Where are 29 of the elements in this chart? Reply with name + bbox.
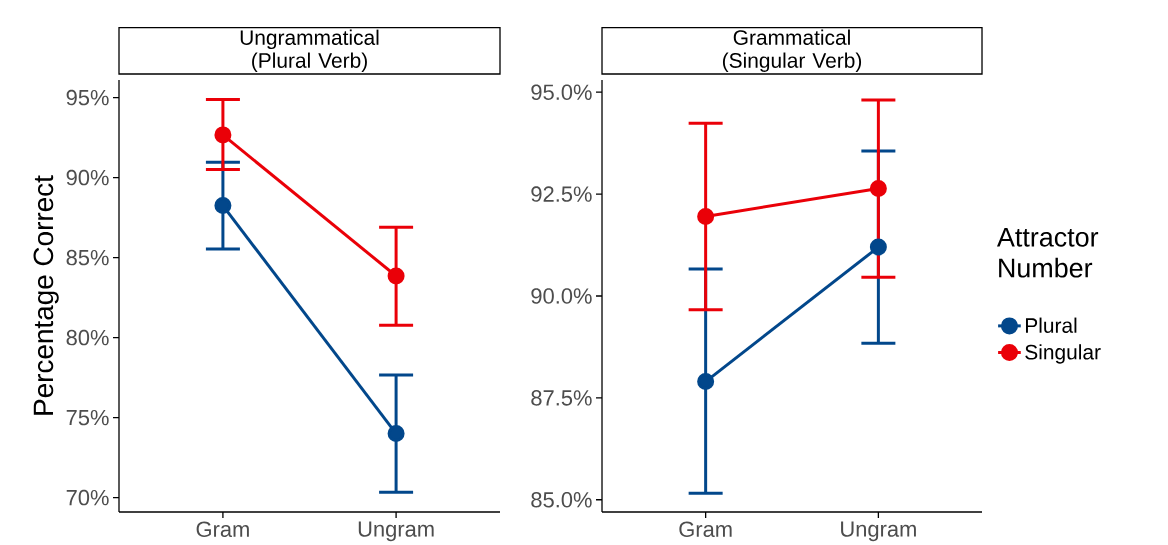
legend-label: Singular: [1025, 344, 1101, 364]
y-axis-title: Percentage Correct: [33, 175, 59, 415]
x-tick-label: Ungram: [841, 521, 916, 542]
y-tick-label: 95.0%: [531, 84, 592, 100]
point: [869, 179, 887, 197]
legend-title: Attractor Number: [996, 227, 1099, 278]
y-tick-label: 85.0%: [531, 492, 592, 508]
point: [214, 126, 232, 144]
point: [387, 267, 405, 285]
chart-title: Ungrammatical (Plural Verb): [240, 29, 379, 73]
y-tick-label: 80%: [66, 329, 109, 346]
x-tick-label: Gram: [679, 521, 732, 538]
point: [387, 425, 405, 443]
y-tick-label: 92.5%: [531, 186, 592, 202]
y-tick-label: 85%: [66, 249, 109, 266]
point: [869, 238, 887, 256]
y-tick-label: 95%: [66, 89, 109, 106]
y-tick-label: 70%: [66, 489, 109, 506]
y-tick-label: 90.0%: [531, 288, 592, 304]
x-tick-label: Gram: [196, 521, 249, 538]
y-tick-label: 75%: [66, 409, 109, 426]
y-tick-label: 90%: [66, 169, 109, 186]
y-tick-label: 87.5%: [531, 390, 592, 406]
point: [697, 373, 715, 391]
legend-label: Plural: [1025, 317, 1077, 333]
point: [697, 208, 715, 226]
chart-title: Grammatical (Singular Verb): [722, 29, 862, 73]
point: [214, 197, 232, 215]
x-tick-label: Ungram: [358, 521, 434, 542]
